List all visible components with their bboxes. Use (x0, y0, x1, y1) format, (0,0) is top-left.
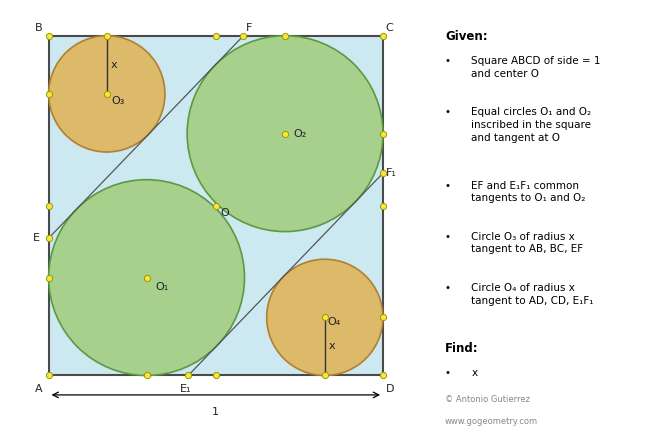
Text: E: E (33, 233, 40, 243)
Text: D: D (386, 384, 394, 394)
Text: www.gogeometry.com: www.gogeometry.com (445, 417, 538, 426)
Text: O₄: O₄ (328, 317, 341, 327)
Text: Circle O₄ of radius x
tangent to AD, CD, E₁F₁: Circle O₄ of radius x tangent to AD, CD,… (471, 283, 594, 305)
Circle shape (49, 36, 165, 152)
Text: EF and E₁F₁ common
tangents to O₁ and O₂: EF and E₁F₁ common tangents to O₁ and O₂ (471, 181, 586, 203)
Text: •: • (445, 181, 451, 190)
Text: Square ABCD of side = 1
and center O: Square ABCD of side = 1 and center O (471, 56, 601, 79)
Text: O: O (220, 208, 229, 218)
Text: •: • (445, 107, 451, 117)
Text: 1: 1 (212, 407, 219, 417)
Text: Given:: Given: (445, 30, 488, 43)
Circle shape (267, 259, 383, 375)
Text: •: • (445, 283, 451, 293)
Text: •: • (445, 56, 451, 66)
Bar (49, 36, 383, 375)
Text: Find:: Find: (445, 342, 478, 355)
Text: x: x (329, 342, 335, 351)
Text: F: F (246, 23, 252, 33)
Text: A: A (35, 384, 43, 394)
Text: x: x (471, 368, 478, 378)
Text: •: • (445, 232, 451, 242)
Text: © Antonio Gutierrez: © Antonio Gutierrez (445, 395, 530, 404)
Text: O₂: O₂ (294, 129, 307, 139)
Circle shape (187, 36, 383, 232)
Text: Equal circles O₁ and O₂
inscribed in the square
and tangent at O: Equal circles O₁ and O₂ inscribed in the… (471, 107, 592, 143)
Text: B: B (35, 23, 43, 33)
Text: O₃: O₃ (111, 97, 125, 106)
Text: •: • (445, 368, 451, 378)
Text: F₁: F₁ (386, 168, 397, 178)
Text: x: x (111, 60, 118, 70)
Text: E₁: E₁ (180, 384, 192, 394)
Circle shape (49, 180, 244, 375)
Text: C: C (386, 23, 393, 33)
Text: Circle O₃ of radius x
tangent to AB, BC, EF: Circle O₃ of radius x tangent to AB, BC,… (471, 232, 583, 254)
Text: O₁: O₁ (155, 282, 169, 292)
